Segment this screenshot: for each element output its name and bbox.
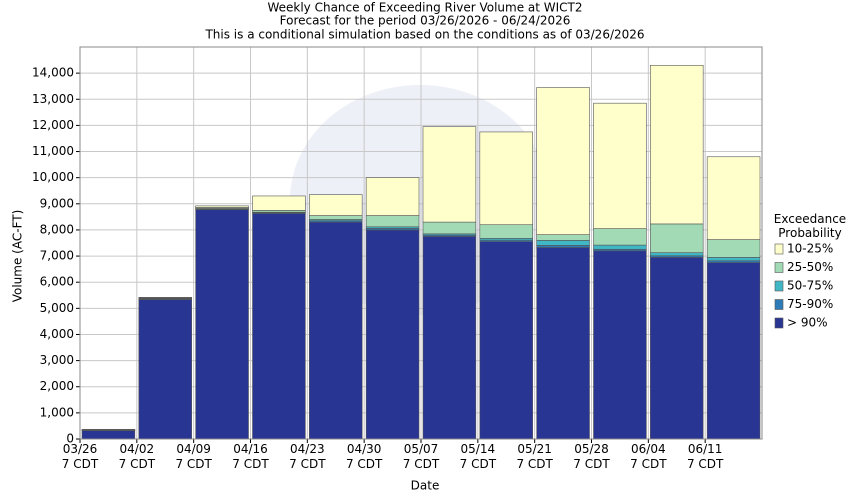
legend-label: 25-50% xyxy=(787,260,833,274)
legend-label: 10-25% xyxy=(787,242,833,256)
y-tick-label: 7,000 xyxy=(40,249,74,263)
bar-segment xyxy=(365,215,420,228)
bar-segment xyxy=(479,241,533,440)
bar-segment xyxy=(422,236,477,440)
bar-segment xyxy=(706,156,761,240)
x-axis-label: Date xyxy=(411,479,440,493)
legend-label: > 90% xyxy=(787,316,828,330)
bar-segment xyxy=(706,257,761,262)
legend-swatch xyxy=(774,243,784,255)
x-tick-label: 06/11 7 CDT xyxy=(686,442,724,471)
bar-segment xyxy=(706,262,761,440)
bar-segment xyxy=(252,195,306,211)
bar-segment xyxy=(479,131,533,226)
x-tick-label: 04/23 7 CDT xyxy=(289,442,326,471)
legend-label: 75-90% xyxy=(787,297,833,311)
y-tick-label: 0 xyxy=(66,432,74,446)
y-tick-label: 3,000 xyxy=(40,353,74,367)
y-tick-label: 13,000 xyxy=(32,92,74,106)
y-tick-label: 9,000 xyxy=(40,196,74,210)
chart-title: Weekly Chance of Exceeding River Volume … xyxy=(267,1,582,15)
bar-segment xyxy=(650,257,704,440)
y-axis-label: Volume (AC-FT) xyxy=(11,210,25,303)
legend-label: 50-75% xyxy=(787,279,833,293)
bar-segment xyxy=(650,64,704,225)
bar-segment xyxy=(706,239,761,258)
legend-title: Exceedance Probability xyxy=(773,212,847,240)
y-tick-label: 6,000 xyxy=(40,275,74,289)
y-tick-label: 10,000 xyxy=(32,170,74,184)
bar-segment xyxy=(365,229,420,440)
plot-border xyxy=(79,46,763,440)
y-tick-label: 12,000 xyxy=(32,118,74,132)
bar-segment xyxy=(309,215,363,220)
y-tick-label: 5,000 xyxy=(40,301,74,315)
y-tick-label: 4,000 xyxy=(40,327,74,341)
x-tick-label: 06/04 7 CDT xyxy=(630,442,667,471)
bar-segment xyxy=(252,213,306,440)
bar-segment xyxy=(81,429,136,431)
bar-segment xyxy=(536,247,590,440)
bar-segment xyxy=(650,223,704,253)
chart-subtitle: Forecast for the period 03/26/2026 - 06/… xyxy=(280,14,571,28)
bar-segment xyxy=(81,430,136,440)
bar-segment xyxy=(593,228,647,246)
x-tick-label: 04/02 7 CDT xyxy=(118,442,156,471)
bar-segment xyxy=(195,205,249,208)
x-tick-label: 05/07 7 CDT xyxy=(402,442,440,471)
bar-segment xyxy=(536,234,590,241)
bar-segment xyxy=(479,224,533,239)
bar-segment xyxy=(536,240,590,246)
legend-swatch xyxy=(774,262,784,273)
bar-segment xyxy=(309,194,363,216)
x-tick-label: 05/14 7 CDT xyxy=(459,442,497,471)
legend-swatch xyxy=(774,280,784,292)
y-tick-label: 2,000 xyxy=(40,379,74,393)
y-tick-label: 1,000 xyxy=(40,405,74,419)
x-tick-label: 04/09 7 CDT xyxy=(175,442,212,471)
x-tick-label: 05/21 7 CDT xyxy=(516,442,553,471)
y-tick-label: 14,000 xyxy=(32,66,74,80)
bar-segment xyxy=(365,177,420,216)
bar-segment xyxy=(195,209,249,440)
bar-segment xyxy=(138,299,192,440)
bar-segment xyxy=(593,102,647,229)
bar-segment xyxy=(650,252,704,257)
bar-segment xyxy=(422,126,477,223)
bar-segment xyxy=(309,221,363,440)
chart-note: This is a conditional simulation based o… xyxy=(204,28,644,42)
bar-segment xyxy=(422,221,477,235)
x-tick-label: 05/28 7 CDT xyxy=(573,442,610,471)
x-tick-label: 04/30 7 CDT xyxy=(345,442,383,471)
y-tick-label: 8,000 xyxy=(40,222,74,236)
legend-swatch xyxy=(774,299,784,310)
bar-segment xyxy=(593,244,647,250)
bar-segment xyxy=(593,250,647,440)
x-tick-label: 03/26 7 CDT xyxy=(61,442,99,471)
bar-segment xyxy=(138,297,192,299)
legend-swatch xyxy=(774,317,784,329)
y-tick-label: 11,000 xyxy=(32,144,74,158)
bar-segment xyxy=(536,245,590,248)
bar-segment xyxy=(536,87,590,235)
x-tick-label: 04/16 7 CDT xyxy=(232,442,269,471)
